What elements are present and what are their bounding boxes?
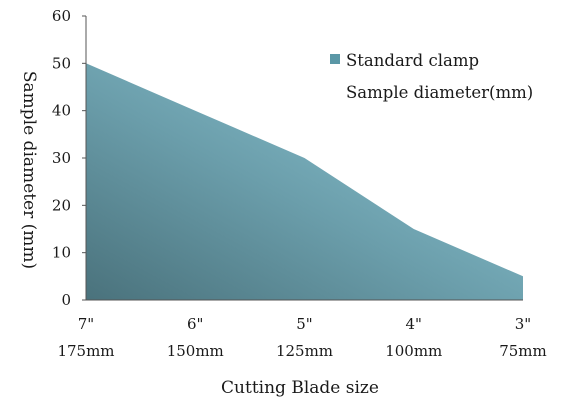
y-tick-label: 0 — [61, 291, 71, 309]
x-tick-label-inch: 3" — [515, 315, 531, 333]
y-tick-label: 40 — [52, 102, 71, 120]
area-series — [86, 63, 523, 300]
x-tick-label-mm: 75mm — [499, 342, 547, 360]
x-tick-label-mm: 175mm — [57, 342, 114, 360]
legend-swatch — [330, 54, 340, 64]
y-tick-label: 50 — [52, 54, 71, 72]
area-fill — [86, 63, 523, 300]
y-axis-ticks: 0 10 20 30 40 50 60 — [52, 7, 86, 309]
x-tick-label-mm: 100mm — [385, 342, 442, 360]
y-tick-label: 60 — [52, 7, 71, 25]
legend-label-line2: Sample diameter(mm) — [346, 83, 533, 102]
x-tick-label-inch: 5" — [296, 315, 312, 333]
x-tick-label-inch: 4" — [406, 315, 422, 333]
y-tick-label: 10 — [52, 244, 71, 262]
legend-label-line1: Standard clamp — [346, 51, 479, 70]
x-tick-label-mm: 125mm — [276, 342, 333, 360]
y-axis-title: Sample diameter (mm) — [19, 71, 39, 269]
y-tick-label: 30 — [52, 149, 71, 167]
x-axis-ticks: 7" 175mm 6" 150mm 5" 125mm 4" 100mm 3" 75mm — [57, 315, 546, 360]
y-tick-label: 20 — [52, 196, 71, 214]
legend: Standard clamp Sample diameter(mm) — [330, 51, 533, 102]
x-tick-label-inch: 7" — [78, 315, 94, 333]
x-tick-label-mm: 150mm — [167, 342, 224, 360]
x-tick-label-inch: 6" — [187, 315, 203, 333]
x-axis-title: Cutting Blade size — [221, 378, 379, 398]
